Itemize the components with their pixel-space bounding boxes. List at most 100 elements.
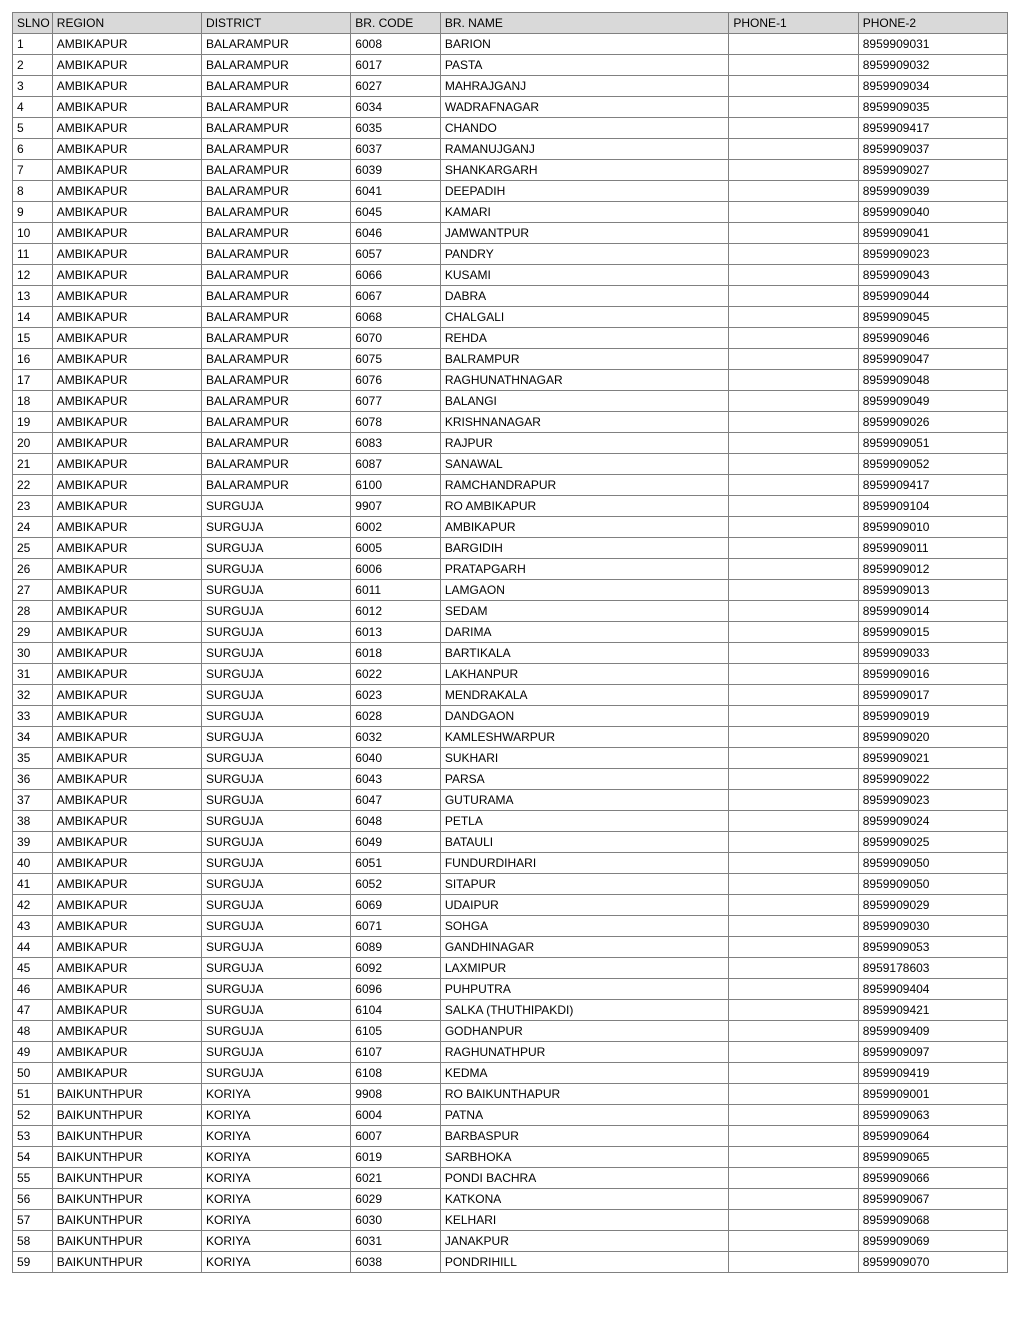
cell-district: SURGUJA bbox=[202, 538, 351, 559]
cell-phone1 bbox=[729, 790, 858, 811]
cell-phone2: 8959909014 bbox=[858, 601, 1007, 622]
cell-brcode: 6107 bbox=[351, 1042, 441, 1063]
cell-phone2: 8959909010 bbox=[858, 517, 1007, 538]
table-body: 1AMBIKAPURBALARAMPUR6008BARION8959909031… bbox=[13, 34, 1008, 1273]
cell-district: KORIYA bbox=[202, 1084, 351, 1105]
cell-brname: RAMANUJGANJ bbox=[440, 139, 729, 160]
cell-district: BALARAMPUR bbox=[202, 391, 351, 412]
cell-district: BALARAMPUR bbox=[202, 475, 351, 496]
cell-brname: RO AMBIKAPUR bbox=[440, 496, 729, 517]
cell-brname: KRISHNANAGAR bbox=[440, 412, 729, 433]
cell-phone2: 8959909020 bbox=[858, 727, 1007, 748]
cell-phone1 bbox=[729, 244, 858, 265]
cell-slno: 50 bbox=[13, 1063, 53, 1084]
cell-slno: 31 bbox=[13, 664, 53, 685]
cell-brcode: 6012 bbox=[351, 601, 441, 622]
cell-brcode: 6049 bbox=[351, 832, 441, 853]
cell-brcode: 6004 bbox=[351, 1105, 441, 1126]
table-row: 37AMBIKAPURSURGUJA6047GUTURAMA8959909023 bbox=[13, 790, 1008, 811]
cell-brname: KAMARI bbox=[440, 202, 729, 223]
cell-phone2: 8959909027 bbox=[858, 160, 1007, 181]
cell-brname: SHANKARGARH bbox=[440, 160, 729, 181]
cell-brcode: 6108 bbox=[351, 1063, 441, 1084]
table-row: 1AMBIKAPURBALARAMPUR6008BARION8959909031 bbox=[13, 34, 1008, 55]
cell-phone1 bbox=[729, 454, 858, 475]
cell-slno: 34 bbox=[13, 727, 53, 748]
cell-brcode: 6041 bbox=[351, 181, 441, 202]
cell-phone2: 8959909041 bbox=[858, 223, 1007, 244]
cell-phone1 bbox=[729, 307, 858, 328]
cell-region: AMBIKAPUR bbox=[52, 937, 201, 958]
cell-slno: 16 bbox=[13, 349, 53, 370]
cell-district: BALARAMPUR bbox=[202, 370, 351, 391]
cell-brcode: 6005 bbox=[351, 538, 441, 559]
cell-phone2: 8959909040 bbox=[858, 202, 1007, 223]
cell-slno: 15 bbox=[13, 328, 53, 349]
cell-phone2: 8959909023 bbox=[858, 244, 1007, 265]
cell-phone2: 8959909068 bbox=[858, 1210, 1007, 1231]
cell-slno: 52 bbox=[13, 1105, 53, 1126]
cell-region: BAIKUNTHPUR bbox=[52, 1168, 201, 1189]
cell-brcode: 6048 bbox=[351, 811, 441, 832]
cell-slno: 9 bbox=[13, 202, 53, 223]
cell-slno: 44 bbox=[13, 937, 53, 958]
cell-phone1 bbox=[729, 1231, 858, 1252]
cell-region: AMBIKAPUR bbox=[52, 727, 201, 748]
cell-region: AMBIKAPUR bbox=[52, 202, 201, 223]
cell-phone1 bbox=[729, 685, 858, 706]
cell-district: SURGUJA bbox=[202, 895, 351, 916]
cell-brcode: 6092 bbox=[351, 958, 441, 979]
cell-phone1 bbox=[729, 1168, 858, 1189]
cell-district: BALARAMPUR bbox=[202, 349, 351, 370]
table-row: 9AMBIKAPURBALARAMPUR6045KAMARI8959909040 bbox=[13, 202, 1008, 223]
table-row: 21AMBIKAPURBALARAMPUR6087SANAWAL89599090… bbox=[13, 454, 1008, 475]
cell-region: AMBIKAPUR bbox=[52, 601, 201, 622]
cell-phone2: 8959909043 bbox=[858, 265, 1007, 286]
cell-district: BALARAMPUR bbox=[202, 223, 351, 244]
cell-region: AMBIKAPUR bbox=[52, 34, 201, 55]
cell-phone1 bbox=[729, 328, 858, 349]
cell-district: SURGUJA bbox=[202, 958, 351, 979]
cell-brname: BARGIDIH bbox=[440, 538, 729, 559]
cell-phone1 bbox=[729, 1126, 858, 1147]
table-row: 29AMBIKAPURSURGUJA6013DARIMA8959909015 bbox=[13, 622, 1008, 643]
cell-phone1 bbox=[729, 496, 858, 517]
cell-brname: RAGHUNATHNAGAR bbox=[440, 370, 729, 391]
cell-phone1 bbox=[729, 643, 858, 664]
col-phone1: PHONE-1 bbox=[729, 13, 858, 34]
table-row: 53BAIKUNTHPURKORIYA6007BARBASPUR89599090… bbox=[13, 1126, 1008, 1147]
table-row: 13AMBIKAPURBALARAMPUR6067DABRA8959909044 bbox=[13, 286, 1008, 307]
cell-phone2: 8959909037 bbox=[858, 139, 1007, 160]
cell-region: BAIKUNTHPUR bbox=[52, 1252, 201, 1273]
table-row: 26AMBIKAPURSURGUJA6006PRATAPGARH89599090… bbox=[13, 559, 1008, 580]
cell-phone1 bbox=[729, 517, 858, 538]
cell-brname: JAMWANTPUR bbox=[440, 223, 729, 244]
cell-district: SURGUJA bbox=[202, 559, 351, 580]
cell-region: BAIKUNTHPUR bbox=[52, 1105, 201, 1126]
cell-brcode: 6011 bbox=[351, 580, 441, 601]
cell-phone2: 8959909035 bbox=[858, 97, 1007, 118]
cell-district: SURGUJA bbox=[202, 706, 351, 727]
col-region: REGION bbox=[52, 13, 201, 34]
col-phone2: PHONE-2 bbox=[858, 13, 1007, 34]
cell-phone2: 8959909012 bbox=[858, 559, 1007, 580]
cell-brcode: 6105 bbox=[351, 1021, 441, 1042]
cell-district: BALARAMPUR bbox=[202, 244, 351, 265]
cell-phone2: 8959909017 bbox=[858, 685, 1007, 706]
cell-region: AMBIKAPUR bbox=[52, 391, 201, 412]
cell-district: SURGUJA bbox=[202, 874, 351, 895]
cell-phone2: 8959909049 bbox=[858, 391, 1007, 412]
cell-brcode: 6076 bbox=[351, 370, 441, 391]
cell-phone2: 8959909039 bbox=[858, 181, 1007, 202]
cell-brcode: 6096 bbox=[351, 979, 441, 1000]
cell-region: AMBIKAPUR bbox=[52, 559, 201, 580]
cell-phone1 bbox=[729, 580, 858, 601]
cell-phone2: 8959909064 bbox=[858, 1126, 1007, 1147]
cell-phone2: 8959909047 bbox=[858, 349, 1007, 370]
table-row: 31AMBIKAPURSURGUJA6022LAKHANPUR895990901… bbox=[13, 664, 1008, 685]
cell-brcode: 6087 bbox=[351, 454, 441, 475]
cell-district: BALARAMPUR bbox=[202, 139, 351, 160]
cell-region: AMBIKAPUR bbox=[52, 139, 201, 160]
cell-brcode: 6068 bbox=[351, 307, 441, 328]
col-brcode: BR. CODE bbox=[351, 13, 441, 34]
